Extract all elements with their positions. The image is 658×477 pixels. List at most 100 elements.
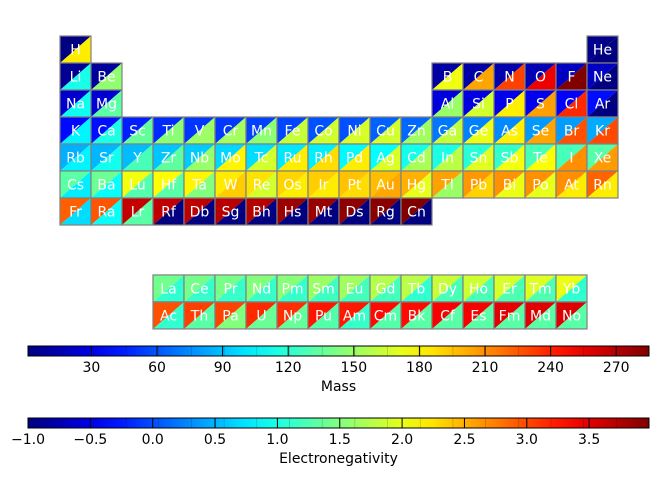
element-symbol: Rn bbox=[593, 178, 612, 194]
element-symbol: Cm bbox=[374, 308, 397, 324]
element-symbol: Ir bbox=[319, 178, 329, 194]
element-symbol: Ds bbox=[345, 205, 363, 221]
element-cell-Rn: Rn bbox=[586, 170, 619, 199]
electronegativity-triangle bbox=[494, 117, 525, 144]
element-cell-Cl: Cl bbox=[555, 89, 588, 118]
element-symbol: Cn bbox=[407, 205, 426, 221]
element-cell-Bi: Bi bbox=[493, 170, 526, 199]
element-symbol: Nb bbox=[190, 151, 209, 167]
element-cell-Md: Md bbox=[524, 301, 557, 330]
electronegativity-triangle bbox=[494, 144, 525, 171]
element-symbol: O bbox=[535, 70, 546, 86]
element-symbol: Lr bbox=[131, 205, 145, 221]
element-cell-Es: Es bbox=[462, 301, 495, 330]
element-cell-Mt: Mt bbox=[307, 197, 340, 226]
colorbar-tick-label: 90 bbox=[214, 360, 232, 376]
element-cell-Tc: Tc bbox=[245, 143, 278, 172]
element-cell-Re: Re bbox=[245, 170, 278, 199]
electronegativity-triangle bbox=[432, 301, 463, 329]
element-cell-O: O bbox=[524, 62, 557, 91]
element-cell-Cn: Cn bbox=[400, 197, 433, 226]
electronegativity-triangle bbox=[277, 198, 308, 225]
electronegativity-triangle bbox=[525, 274, 556, 302]
element-symbol: Co bbox=[314, 124, 332, 140]
element-symbol: Pu bbox=[315, 308, 332, 324]
element-symbol: Rh bbox=[314, 151, 333, 167]
electronegativity-triangle bbox=[370, 301, 401, 329]
element-cell-Sg: Sg bbox=[214, 197, 247, 226]
electronegativity-triangle bbox=[525, 90, 556, 117]
element-symbol: Mg bbox=[96, 97, 117, 113]
electronegativity-triangle bbox=[246, 301, 277, 329]
element-cell-B: B bbox=[431, 62, 464, 91]
element-symbol: Y bbox=[132, 151, 142, 167]
colorbar-tick-label: 1.5 bbox=[329, 432, 351, 448]
electronegativity-triangle bbox=[91, 198, 122, 225]
electronegativity-triangle bbox=[587, 171, 618, 198]
element-cell-Ac: Ac bbox=[152, 301, 185, 330]
electronegativity-triangle bbox=[432, 117, 463, 144]
electronegativity-triangle bbox=[122, 198, 153, 225]
cell-border bbox=[400, 197, 433, 226]
element-cell-Rg: Rg bbox=[369, 197, 402, 226]
electronegativity-triangle bbox=[494, 301, 525, 329]
element-symbol: Se bbox=[532, 124, 550, 140]
colorbar-gradient bbox=[28, 418, 649, 428]
electronegativity-triangle bbox=[339, 144, 370, 171]
electronegativity-triangle bbox=[339, 198, 370, 225]
electronegativity-triangle bbox=[153, 198, 184, 225]
element-symbol: Sn bbox=[470, 151, 488, 167]
element-symbol: Kr bbox=[595, 124, 610, 140]
element-cell-Al: Al bbox=[431, 89, 464, 118]
element-cell-S: S bbox=[524, 89, 557, 118]
element-symbol: Ag bbox=[376, 151, 394, 167]
element-cell-Cf: Cf bbox=[431, 301, 464, 330]
element-cell-Tl: Tl bbox=[431, 170, 464, 199]
electronegativity-triangle bbox=[401, 301, 432, 329]
electronegativity-triangle bbox=[525, 144, 556, 171]
element-cell-Lu: Lu bbox=[121, 170, 154, 199]
element-symbol: Np bbox=[283, 308, 302, 324]
element-cell-Ga: Ga bbox=[431, 116, 464, 145]
colorbar-mass: 30 60 90 120 150 180 210 240 270 Mass bbox=[27, 345, 650, 395]
element-cell-Ag: Ag bbox=[369, 143, 402, 172]
colorbars: 30 60 90 120 150 180 210 240 270 Mass −1.0 −0.5 0.0 0… bbox=[11, 345, 650, 467]
element-cell-Sn: Sn bbox=[462, 143, 495, 172]
electronegativity-triangle bbox=[184, 274, 215, 302]
electronegativity-triangle bbox=[463, 90, 494, 117]
electronegativity-triangle bbox=[215, 171, 246, 198]
element-cell-Zr: Zr bbox=[152, 143, 185, 172]
colorbar-tick-label: 0.0 bbox=[142, 432, 164, 448]
electronegativity-triangle bbox=[184, 301, 215, 329]
element-cell-As: As bbox=[493, 116, 526, 145]
colorbar-en: −1.0 −0.5 0.0 0.5 1.0 1.5 2.0 2.5 3.0 3.5 Electron… bbox=[11, 417, 650, 467]
element-symbol: Br bbox=[564, 124, 580, 140]
electronegativity-triangle bbox=[246, 171, 277, 198]
electronegativity-triangle bbox=[525, 171, 556, 198]
element-cell-Ca: Ca bbox=[90, 116, 123, 145]
element-symbol: Es bbox=[470, 308, 486, 324]
element-cell-Os: Os bbox=[276, 170, 309, 199]
element-symbol: No bbox=[562, 308, 581, 324]
electronegativity-triangle bbox=[215, 117, 246, 144]
electronegativity-triangle bbox=[401, 198, 432, 225]
electronegativity-triangle bbox=[556, 90, 587, 117]
element-symbol: Sr bbox=[99, 151, 114, 167]
element-cell-Si: Si bbox=[462, 89, 495, 118]
electronegativity-triangle bbox=[91, 144, 122, 171]
element-cell-Ti: Ti bbox=[152, 116, 185, 145]
element-cell-W: W bbox=[214, 170, 247, 199]
electronegativity-triangle bbox=[339, 301, 370, 329]
element-cell-Be: Be bbox=[90, 62, 123, 91]
electronegativity-triangle bbox=[60, 117, 91, 144]
electronegativity-triangle bbox=[184, 144, 215, 171]
element-symbol: Ce bbox=[190, 281, 208, 297]
element-cell-Cu: Cu bbox=[369, 116, 402, 145]
electronegativity-triangle bbox=[60, 63, 91, 90]
electronegativity-triangle bbox=[370, 117, 401, 144]
electronegativity-triangle bbox=[525, 301, 556, 329]
element-symbol: Si bbox=[472, 97, 485, 113]
element-symbol: Zn bbox=[407, 124, 425, 140]
element-cell-Tm: Tm bbox=[524, 274, 557, 303]
element-cell-N: N bbox=[493, 62, 526, 91]
